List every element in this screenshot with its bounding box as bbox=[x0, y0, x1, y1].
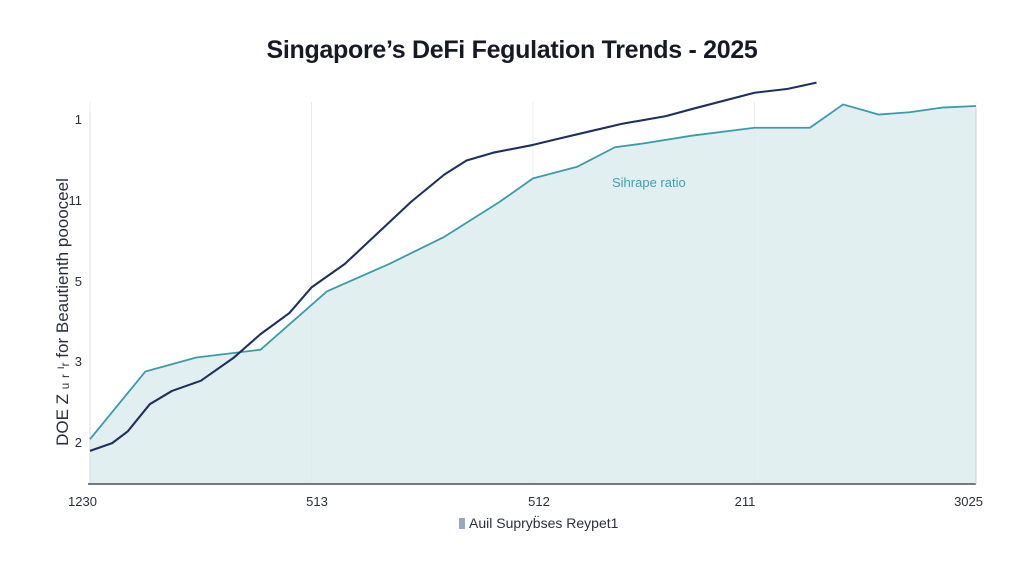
series-layer bbox=[89, 81, 977, 452]
axes bbox=[88, 108, 977, 485]
y-tick-label: 11 bbox=[69, 193, 83, 208]
y-tick-label: 5 bbox=[75, 274, 82, 289]
legend: Auil Supryb̈ses Reypet1 bbox=[459, 515, 618, 531]
y-tick-label: 1 bbox=[75, 112, 82, 127]
y-tick-label: 3 bbox=[75, 354, 82, 369]
y-tick-label: 2 bbox=[75, 435, 82, 450]
series-line-1 bbox=[89, 103, 977, 440]
legend-label: Auil Supryb̈ses Reypet1 bbox=[469, 515, 619, 531]
x-tick-label: 513 bbox=[306, 494, 328, 509]
legend-swatch bbox=[459, 517, 465, 529]
area-fill-layer bbox=[90, 104, 976, 484]
x-tick-label: 211 bbox=[735, 494, 756, 509]
x-tick-label: 512 bbox=[528, 494, 550, 509]
series-area-1 bbox=[90, 104, 976, 484]
series-annotation: Sihrape ratio bbox=[612, 175, 686, 190]
x-tick-label: 1230 bbox=[68, 494, 97, 509]
annotations: Sihrape ratio bbox=[612, 175, 686, 190]
x-tick-label: 3025 bbox=[954, 494, 983, 509]
chart-title: Singapore’s DeFi Fegulation Trends - 202… bbox=[266, 36, 758, 64]
series-line-2 bbox=[89, 81, 817, 452]
